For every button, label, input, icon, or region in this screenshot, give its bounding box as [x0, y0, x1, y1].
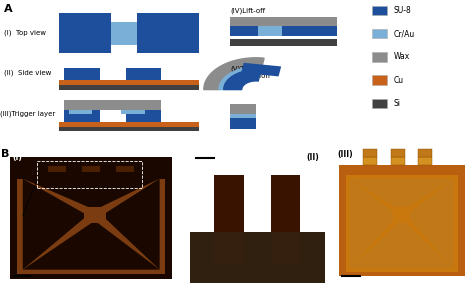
Bar — [117, 168, 135, 179]
Bar — [48, 166, 66, 172]
Bar — [372, 29, 387, 38]
Bar — [117, 166, 135, 172]
Polygon shape — [350, 179, 454, 211]
Bar — [84, 207, 106, 223]
Bar — [372, 6, 387, 15]
Text: (I): (I) — [12, 153, 22, 162]
Bar — [111, 22, 137, 45]
Bar — [230, 118, 256, 129]
Text: B: B — [1, 149, 9, 159]
Text: Cr/Au: Cr/Au — [393, 29, 415, 38]
Bar — [82, 166, 100, 172]
Bar — [258, 26, 282, 36]
Text: Si: Si — [393, 99, 401, 108]
Text: (III)Trigger layer: (III)Trigger layer — [0, 111, 55, 117]
Bar — [190, 231, 325, 283]
Bar — [59, 127, 199, 131]
Bar — [37, 161, 142, 188]
Bar — [372, 99, 387, 108]
Bar — [363, 149, 376, 157]
Polygon shape — [102, 179, 160, 270]
Polygon shape — [23, 179, 160, 210]
Bar — [137, 13, 199, 53]
Polygon shape — [406, 179, 454, 268]
Bar — [126, 110, 161, 122]
Text: (II)  Side view: (II) Side view — [4, 69, 51, 75]
Polygon shape — [224, 70, 261, 90]
Text: (V)Thermal
   actuation: (V)Thermal actuation — [230, 65, 270, 79]
Text: SU-8: SU-8 — [393, 6, 411, 15]
Bar — [59, 13, 111, 53]
Text: (III): (III) — [337, 150, 353, 159]
Polygon shape — [350, 179, 398, 268]
Bar — [391, 149, 404, 157]
Bar — [230, 26, 258, 36]
Bar — [271, 231, 301, 264]
Bar — [230, 114, 256, 118]
Polygon shape — [350, 219, 454, 268]
Bar — [230, 39, 337, 46]
Bar — [391, 157, 404, 165]
Bar — [18, 179, 165, 274]
Bar — [82, 168, 100, 179]
Text: Cu: Cu — [393, 75, 403, 85]
Bar — [214, 175, 244, 231]
Text: A: A — [4, 4, 12, 14]
Bar — [48, 168, 66, 179]
Bar — [59, 122, 199, 127]
Polygon shape — [204, 58, 264, 90]
Bar — [69, 110, 92, 114]
Bar — [372, 52, 387, 62]
Text: (II): (II) — [307, 153, 319, 162]
Bar — [214, 231, 244, 264]
Bar — [363, 157, 376, 165]
Text: (I)  Top view: (I) Top view — [4, 30, 46, 36]
Bar — [126, 68, 161, 80]
Polygon shape — [219, 67, 262, 90]
Bar — [419, 157, 432, 165]
Bar — [230, 104, 256, 114]
Bar — [59, 80, 199, 85]
Text: (IV)Lift-off: (IV)Lift-off — [230, 8, 265, 14]
Bar — [64, 68, 100, 80]
Bar — [282, 26, 337, 36]
Bar — [121, 110, 145, 114]
Polygon shape — [241, 63, 281, 76]
Bar — [64, 100, 161, 110]
Bar — [419, 149, 432, 157]
Text: Wax: Wax — [393, 52, 410, 62]
Bar — [346, 175, 457, 272]
Bar — [271, 175, 301, 231]
Bar — [230, 17, 337, 26]
Bar — [59, 85, 199, 90]
Bar — [393, 207, 410, 223]
Bar — [64, 110, 100, 122]
Bar — [372, 75, 387, 85]
Bar — [339, 165, 465, 276]
Polygon shape — [23, 179, 88, 270]
Polygon shape — [23, 221, 160, 270]
